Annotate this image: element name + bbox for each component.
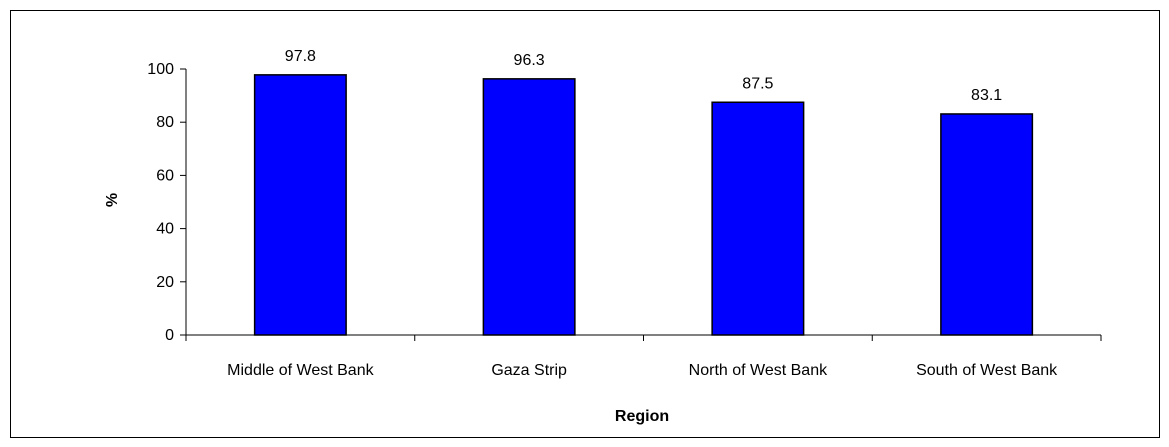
bar (711, 101, 805, 336)
data-labels: 97.8 96.3 87.5 83.1 (285, 48, 1002, 104)
category-label: South of West Bank (916, 362, 1058, 379)
data-label: 97.8 (285, 48, 316, 65)
y-tick-label: 0 (165, 327, 174, 344)
bar (253, 74, 347, 336)
y-tick-label: 100 (147, 61, 174, 78)
y-axis: 0 20 40 60 80 100 (147, 61, 187, 344)
y-tick-label: 60 (156, 167, 174, 184)
bars (253, 74, 1034, 336)
bar (940, 113, 1034, 336)
category-label: Gaza Strip (491, 362, 567, 379)
data-label: 87.5 (742, 75, 773, 92)
category-label: Middle of West Bank (227, 362, 374, 379)
y-axis-title: % (104, 193, 121, 207)
category-label: North of West Bank (689, 362, 828, 379)
data-label: 96.3 (514, 52, 545, 69)
y-tick-label: 20 (156, 274, 174, 291)
data-label: 83.1 (971, 87, 1002, 104)
x-axis-title: Region (615, 408, 669, 425)
category-labels: Middle of West Bank Gaza Strip North of We… (227, 362, 1058, 379)
bar (482, 78, 576, 336)
y-tick-label: 80 (156, 114, 174, 131)
x-axis (185, 334, 1102, 341)
y-tick-label: 40 (156, 221, 174, 238)
